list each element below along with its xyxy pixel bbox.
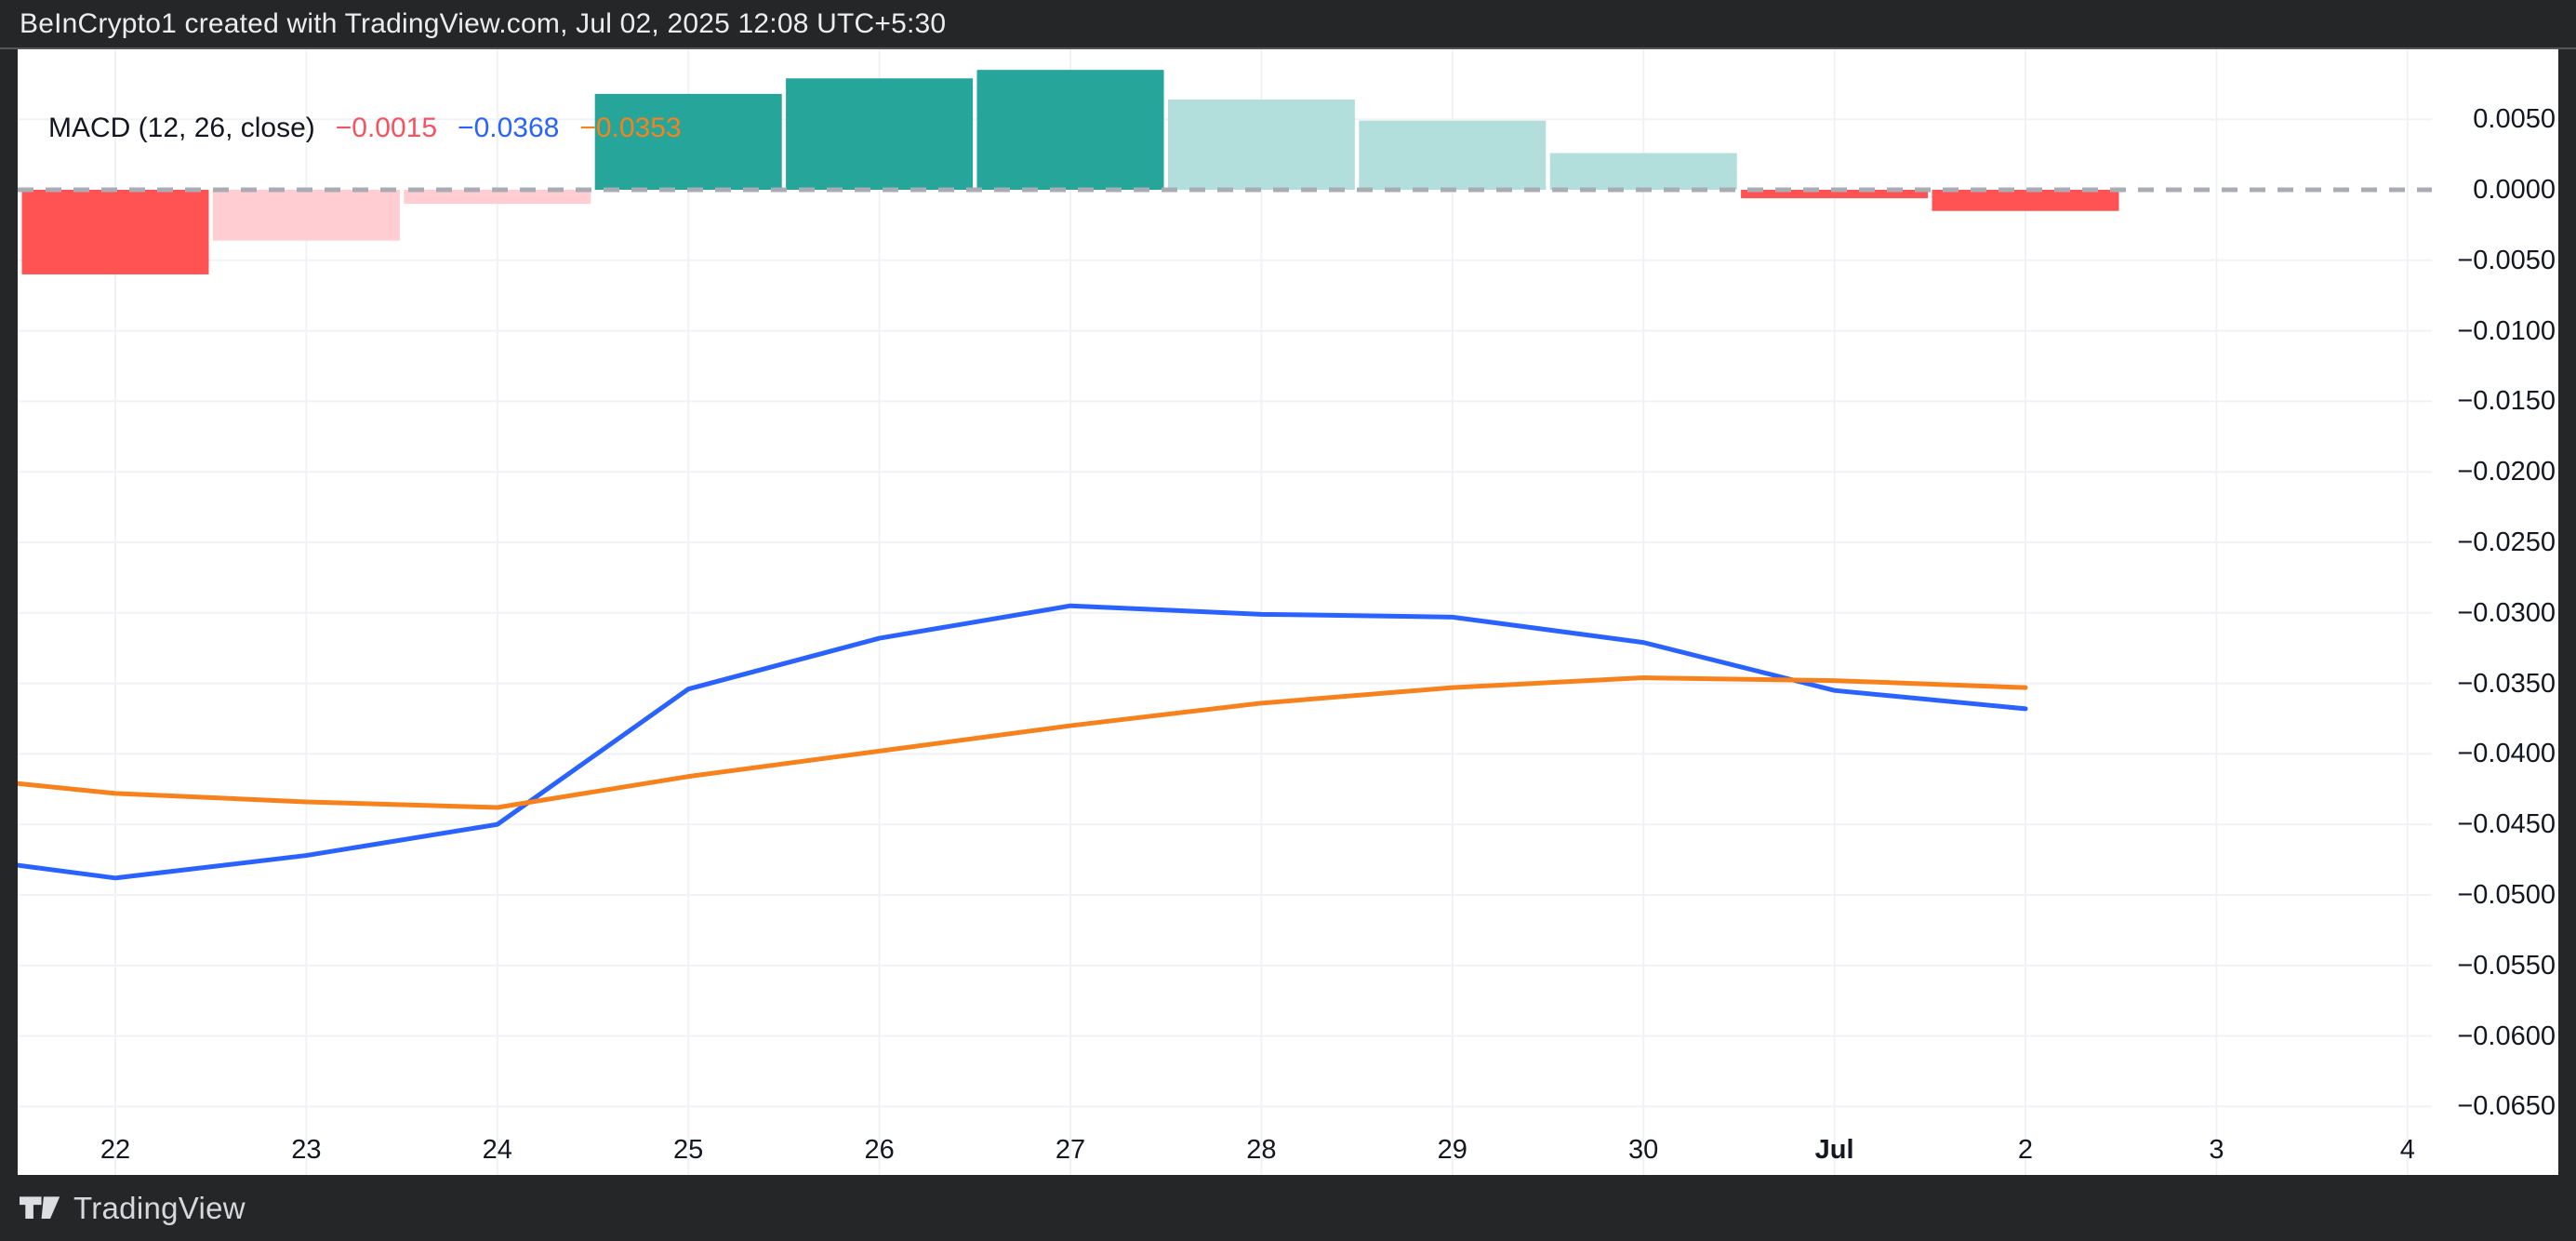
time-axis-label: 22 xyxy=(100,1135,131,1165)
snapshot-title: BeInCrypto1 created with TradingView.com… xyxy=(20,7,947,39)
time-axis-label: 30 xyxy=(1628,1135,1659,1165)
price-axis-label: −0.0150 xyxy=(2457,386,2556,417)
legend-histogram-value: −0.0015 xyxy=(335,113,438,143)
legend-macd-value: −0.0368 xyxy=(458,113,560,143)
macd-histogram-bar[interactable] xyxy=(1932,190,2119,211)
time-axis-label: 4 xyxy=(2399,1135,2415,1165)
price-axis-label: −0.0600 xyxy=(2457,1021,2556,1051)
macd-line[interactable] xyxy=(18,603,2028,881)
price-axis-label: −0.0250 xyxy=(2457,527,2556,557)
time-axis-label: 23 xyxy=(291,1135,322,1165)
price-axis-label: −0.0200 xyxy=(2457,457,2556,487)
price-axis-label: −0.0450 xyxy=(2457,809,2556,840)
macd-histogram-bar[interactable] xyxy=(1167,99,1355,190)
macd-histogram-bar[interactable] xyxy=(1359,120,1547,190)
macd-histogram-bar[interactable] xyxy=(594,93,782,190)
price-axis-label: −0.0550 xyxy=(2457,950,2556,981)
time-axis-label: 26 xyxy=(864,1135,895,1165)
time-axis-label: 3 xyxy=(2209,1135,2224,1165)
snapshot-footer-bar: TradingView xyxy=(0,1175,2576,1241)
time-axis-label: 25 xyxy=(673,1135,704,1165)
price-axis-label: −0.0350 xyxy=(2457,668,2556,699)
macd-histogram-bar[interactable] xyxy=(21,190,209,274)
price-axis-label: −0.0050 xyxy=(2457,245,2556,275)
macd-histogram-bar[interactable] xyxy=(976,70,1164,190)
time-axis-label: 24 xyxy=(482,1135,512,1165)
tradingview-brand-text: TradingView xyxy=(73,1190,246,1225)
indicator-legend[interactable]: MACD (12, 26, close) −0.0015 −0.0368 −0.… xyxy=(48,113,682,144)
macd-histogram-bar[interactable] xyxy=(1549,153,1737,190)
macd-histogram-bar[interactable] xyxy=(212,190,400,241)
snapshot-header-bar: BeInCrypto1 created with TradingView.com… xyxy=(0,0,2576,49)
macd-histogram-bar[interactable] xyxy=(786,78,974,190)
time-axis-label: 29 xyxy=(1437,1135,1467,1165)
price-axis-label: −0.0400 xyxy=(2457,739,2556,769)
price-axis-label: −0.0100 xyxy=(2457,315,2556,346)
time-axis-label: 27 xyxy=(1055,1135,1086,1165)
price-axis-label: −0.0300 xyxy=(2457,597,2556,628)
price-axis-label: −0.0650 xyxy=(2457,1091,2556,1122)
legend-signal-value: −0.0353 xyxy=(579,113,682,143)
indicator-legend-label: MACD (12, 26, close) xyxy=(48,113,315,143)
signal-line[interactable] xyxy=(18,675,2028,810)
time-axis-label: 2 xyxy=(2017,1135,2034,1165)
macd-indicator-pane[interactable]: MACD (12, 26, close) −0.0015 −0.0368 −0.… xyxy=(18,49,2558,1175)
tradingview-logo-icon xyxy=(20,1195,60,1219)
price-axis-label: 0.0050 xyxy=(2473,104,2556,135)
price-axis-label: 0.0000 xyxy=(2473,175,2556,205)
time-axis-label: 28 xyxy=(1246,1135,1277,1165)
price-axis-label: −0.0500 xyxy=(2457,880,2556,910)
macd-chart-canvas[interactable] xyxy=(18,49,2558,1175)
time-axis-label: Jul xyxy=(1814,1135,1854,1165)
macd-histogram-bar[interactable] xyxy=(404,190,591,205)
macd-histogram-bar[interactable] xyxy=(1741,190,1929,199)
